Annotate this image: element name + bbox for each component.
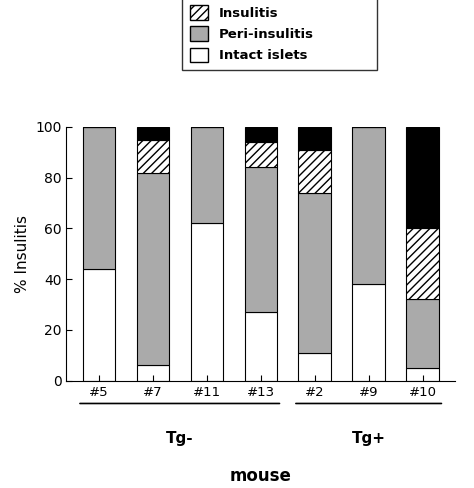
Bar [353, 127, 385, 284]
Bar [245, 167, 277, 312]
Text: Tg+: Tg+ [352, 431, 386, 447]
Text: mouse: mouse [230, 467, 292, 485]
Bar [245, 312, 277, 381]
Bar [137, 127, 169, 140]
Bar [137, 366, 169, 381]
Bar [245, 142, 277, 167]
Legend: Destructive insulitis, Insulitis, Peri-insulitis, Intact islets: Destructive insulitis, Insulitis, Peri-i… [182, 0, 377, 70]
Bar [406, 368, 439, 381]
Bar [406, 300, 439, 368]
Bar [299, 150, 331, 193]
Bar [299, 353, 331, 381]
Bar [82, 269, 115, 381]
Text: Tg-: Tg- [166, 431, 193, 447]
Bar [82, 127, 115, 269]
Bar [137, 173, 169, 366]
Bar [353, 284, 385, 381]
Bar [299, 127, 331, 150]
Bar [191, 224, 223, 381]
Bar [299, 193, 331, 353]
Bar [191, 127, 223, 224]
Bar [245, 127, 277, 142]
Bar [406, 127, 439, 228]
Y-axis label: % Insulitis: % Insulitis [15, 215, 29, 293]
Bar [137, 140, 169, 173]
Bar [406, 228, 439, 300]
